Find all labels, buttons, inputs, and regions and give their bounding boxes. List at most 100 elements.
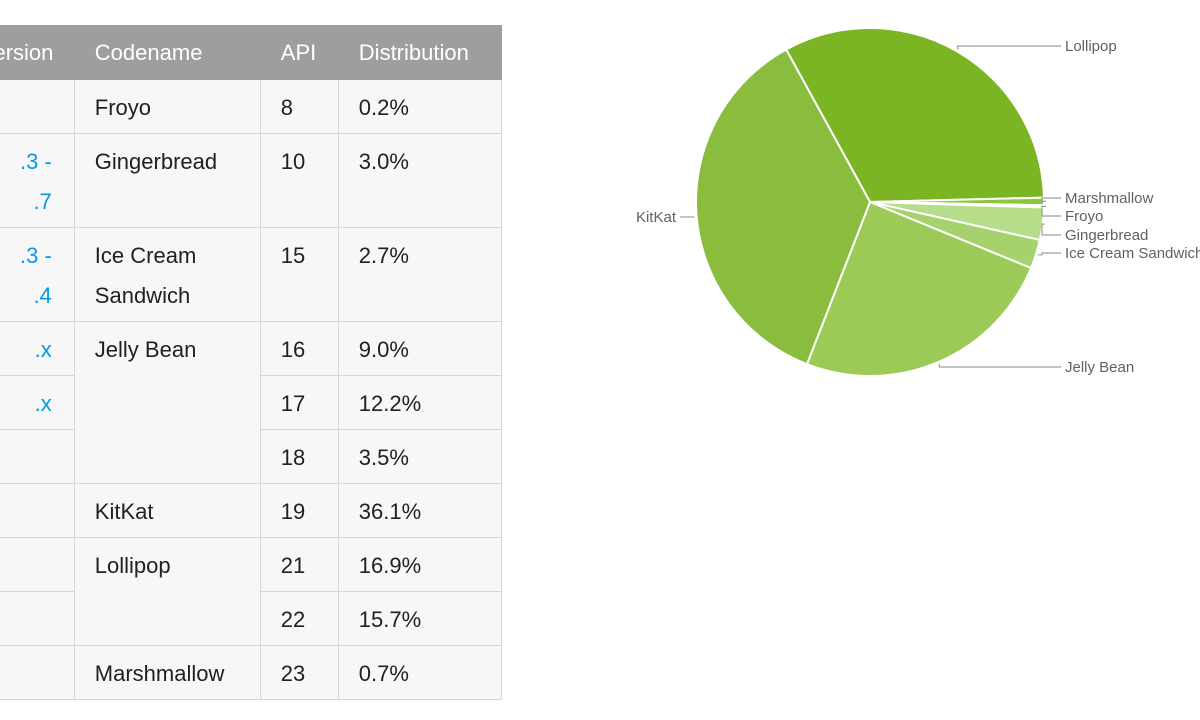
distribution-cell: 12.2% xyxy=(337,375,502,430)
header-distribution: Distribution xyxy=(337,25,502,80)
table-row: 5.1 22 15.7% xyxy=(0,591,502,646)
api-cell: 19 xyxy=(259,483,339,538)
distribution-value: 9.0% xyxy=(358,337,409,362)
distribution-cell: 0.7% xyxy=(337,645,502,700)
codename-cell: Marshmallow xyxy=(73,645,261,700)
version-link[interactable]: 4.4 xyxy=(20,492,52,532)
table-header-row: Version Codename API Distribution xyxy=(0,25,502,80)
pie-slice-kitkat xyxy=(694,48,872,366)
version-cell[interactable]: 4.4 xyxy=(0,483,75,538)
leader-line xyxy=(957,45,1061,50)
version-link[interactable]: 4.3 xyxy=(20,438,52,478)
version-cell[interactable]: .3 - .7 xyxy=(0,133,75,228)
table-row: .x 17 12.2% xyxy=(0,375,502,430)
pie-slice-lollipop xyxy=(784,26,1045,204)
api-value: 17 xyxy=(280,391,306,416)
distribution-cell: 9.0% xyxy=(337,321,502,376)
leader-line xyxy=(1041,205,1061,217)
table-row: .3 - .4 Ice Cream Sandwich 15 2.7% xyxy=(0,227,502,322)
version-link[interactable]: .3 - .7 xyxy=(20,149,52,214)
api-value: 10 xyxy=(280,149,306,174)
table-row: .3 - .7 Gingerbread 10 3.0% xyxy=(0,133,502,228)
distribution-cell: 2.7% xyxy=(337,227,502,322)
pie-label: Ice Cream Sandwich xyxy=(1065,245,1200,262)
codename-text: Ice Cream xyxy=(94,243,197,268)
distribution-cell: 3.5% xyxy=(337,429,502,484)
distribution-value: 16.9% xyxy=(358,553,422,578)
version-link[interactable]: 2.2 xyxy=(20,88,52,128)
header-codename: Codename xyxy=(73,25,261,80)
leader-line xyxy=(1041,223,1061,236)
pie-label: Jelly Bean xyxy=(1065,359,1134,376)
version-cell[interactable]: 6.0 xyxy=(0,645,75,700)
version-link[interactable]: 6.0 xyxy=(20,654,52,694)
distribution-cell: 16.9% xyxy=(337,537,502,592)
leader-line xyxy=(1041,197,1061,202)
api-cell: 16 xyxy=(259,321,339,376)
table-row: .x Jelly Bean 16 9.0% xyxy=(0,321,502,484)
codename-text: Sandwich xyxy=(94,283,191,308)
api-value: 16 xyxy=(280,337,306,362)
api-cell: 23 xyxy=(259,645,339,700)
leader-line xyxy=(1037,252,1061,256)
codename-cell: KitKat xyxy=(73,483,261,538)
distribution-table: Version Codename API Distribution 2.2 Fro… xyxy=(0,25,502,700)
codename-cell: Froyo xyxy=(73,79,261,134)
codename-cell: Ice Cream Sandwich xyxy=(73,227,261,322)
distribution-value: 15.7% xyxy=(358,607,422,632)
pie-slice-jelly-bean xyxy=(805,200,1033,377)
distribution-cell: 3.0% xyxy=(337,133,502,228)
distribution-value: 2.7% xyxy=(358,243,409,268)
api-value: 8 xyxy=(280,95,294,120)
api-value: 23 xyxy=(280,661,306,686)
version-cell[interactable]: .x xyxy=(0,375,75,430)
table-row: 2.2 Froyo 8 0.2% xyxy=(0,79,502,134)
codename-text: KitKat xyxy=(94,499,154,524)
codename-text: Froyo xyxy=(94,95,152,120)
distribution-value: 0.2% xyxy=(358,95,409,120)
codename-cell: Lollipop xyxy=(73,537,261,646)
distribution-cell: 0.2% xyxy=(337,79,502,134)
header-api: API xyxy=(259,25,339,80)
version-link[interactable]: .x xyxy=(34,391,52,416)
distribution-value: 3.5% xyxy=(358,445,409,470)
pie-label: Marshmallow xyxy=(1065,190,1154,207)
codename-text: Marshmallow xyxy=(94,661,225,686)
pie-label: Gingerbread xyxy=(1065,227,1148,244)
api-cell: 22 xyxy=(259,591,339,646)
distribution-value: 3.0% xyxy=(358,149,409,174)
version-link[interactable]: 5.0 xyxy=(20,546,52,586)
api-value: 15 xyxy=(280,243,306,268)
version-cell[interactable]: 2.2 xyxy=(0,79,75,134)
distribution-cell: 15.7% xyxy=(337,591,502,646)
distribution-value: 36.1% xyxy=(358,499,422,524)
table-row: 5.0 Lollipop 21 16.9% xyxy=(0,537,502,646)
api-value: 19 xyxy=(280,499,306,524)
header-version: Version xyxy=(0,25,75,80)
distribution-value: 12.2% xyxy=(358,391,422,416)
version-cell[interactable]: 5.0 xyxy=(0,537,75,592)
api-cell: 10 xyxy=(259,133,339,228)
codename-cell: Gingerbread xyxy=(73,133,261,228)
codename-text: Lollipop xyxy=(94,553,171,578)
version-link[interactable]: 5.1 xyxy=(20,600,52,640)
version-cell[interactable]: .3 - .4 xyxy=(0,227,75,322)
version-link[interactable]: .x xyxy=(34,337,52,362)
table-row: 4.4 KitKat 19 36.1% xyxy=(0,483,502,538)
version-cell[interactable]: 4.3 xyxy=(0,429,75,484)
version-cell[interactable]: .x xyxy=(0,321,75,376)
pie-label: Froyo xyxy=(1065,208,1103,225)
api-cell: 17 xyxy=(259,375,339,430)
pie-label: Lollipop xyxy=(1065,38,1117,55)
version-link[interactable]: .3 - .4 xyxy=(20,243,52,308)
table-row: 4.3 18 3.5% xyxy=(0,429,502,484)
version-cell[interactable]: 5.1 xyxy=(0,591,75,646)
api-cell: 21 xyxy=(259,537,339,592)
codename-text: Jelly Bean xyxy=(94,337,197,362)
api-cell: 15 xyxy=(259,227,339,322)
api-value: 21 xyxy=(280,553,306,578)
distribution-value: 0.7% xyxy=(358,661,409,686)
api-value: 22 xyxy=(280,607,306,632)
